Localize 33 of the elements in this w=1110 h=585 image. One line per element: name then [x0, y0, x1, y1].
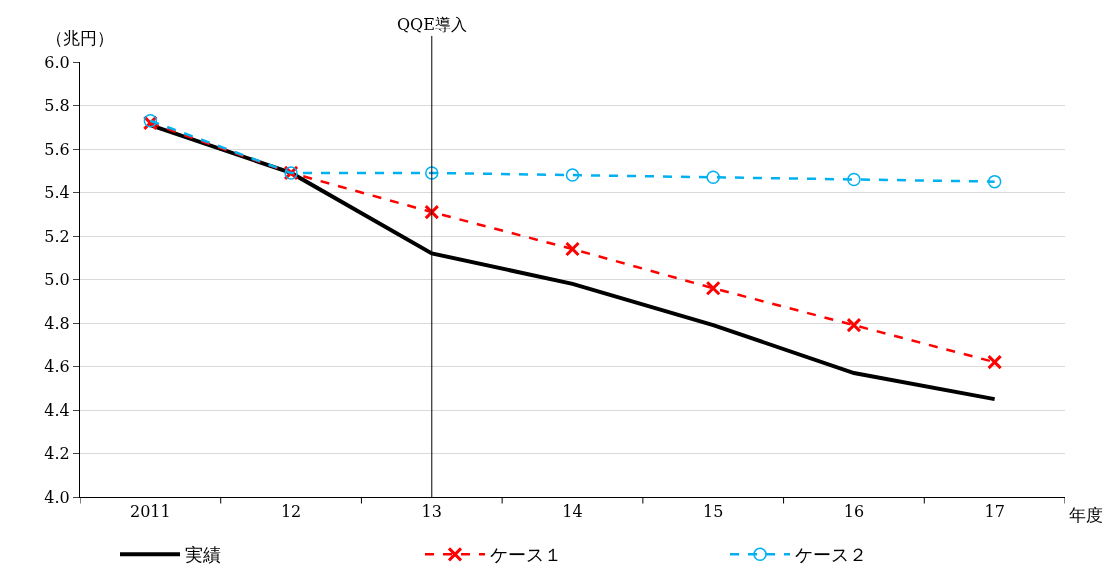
point [987, 174, 1002, 189]
x-tick-label: 17 [984, 502, 1005, 522]
point [565, 168, 580, 182]
y-tick-label: 5.8 [44, 96, 70, 116]
legend-label: ケース２ [795, 544, 867, 566]
y-axis-title: （兆円） [46, 28, 114, 48]
y-tick-label: 4.2 [44, 444, 70, 464]
x-axis-title: 年度 [1069, 505, 1103, 525]
x-tick-label: 2011 [130, 502, 171, 522]
legend-label: 実績 [185, 544, 221, 566]
y-tick-label: 4.4 [44, 400, 70, 420]
point [705, 280, 721, 296]
x-tick-label: 14 [562, 502, 583, 522]
legend-label: ケース１ [490, 544, 562, 566]
y-tick-label: 6.0 [44, 52, 70, 72]
y-tick-label: 5.4 [44, 183, 70, 203]
y-tick-label: 5.0 [44, 270, 70, 290]
x-tick-label: 15 [703, 502, 724, 522]
point [706, 170, 720, 185]
y-tick-label: 4.0 [44, 487, 70, 507]
y-tick-label: 5.6 [44, 139, 70, 159]
x-tick-label: 12 [280, 502, 302, 522]
y-tick-label: 5.2 [44, 226, 70, 246]
point [847, 172, 861, 187]
point [425, 166, 439, 180]
point [987, 354, 1003, 370]
point [565, 241, 580, 257]
x-tick-label: 13 [421, 502, 442, 522]
y-tick-label: 4.8 [44, 313, 70, 333]
ref-line-label: QQE導入 [397, 15, 467, 34]
point [846, 317, 862, 333]
x-tick-label: 16 [843, 502, 865, 522]
y-tick-label: 4.6 [44, 357, 70, 377]
